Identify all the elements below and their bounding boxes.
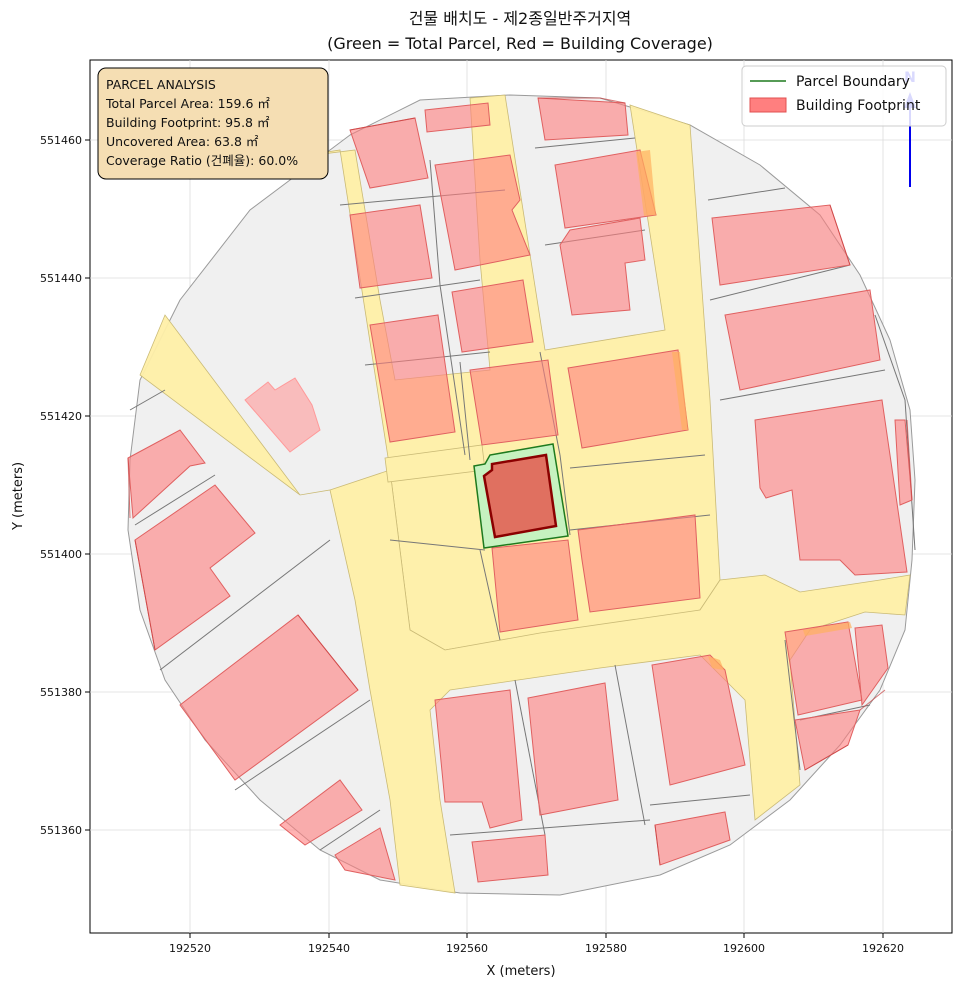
building [424,102,491,133]
info-total-area: Total Parcel Area: 159.6 ㎡ [105,96,270,111]
legend-building-label: Building Footprint [796,98,921,114]
building [651,654,746,786]
y-axis-label: Y (meters) [11,462,26,531]
building [577,514,701,613]
building [491,539,579,633]
y-tick-label: 551440 [40,272,82,285]
building [784,621,863,716]
y-tick-label: 551400 [40,548,82,561]
building [527,682,619,816]
x-tick-label: 192580 [585,942,627,955]
x-tick-label: 192540 [308,942,350,955]
buildings [127,97,913,883]
building [244,377,321,453]
building [451,279,534,353]
legend [741,65,947,127]
y-tick-label: 551460 [40,134,82,147]
building-edges [127,97,913,866]
legend-building-swatch [749,97,787,113]
y-tick-label: 551360 [40,824,82,837]
building [567,349,689,449]
x-tick-label: 192560 [446,942,488,955]
building [854,624,889,707]
info-footprint: Building Footprint: 95.8 ㎡ [106,115,270,130]
building [369,314,456,443]
y-ticks [85,139,90,831]
x-tick-label: 192520 [169,942,211,955]
building [434,154,531,271]
building [434,689,523,829]
parcel-analysis-box [97,67,329,180]
y-tick-label: 551380 [40,686,82,699]
y-tick-label: 551420 [40,410,82,423]
building [279,779,363,846]
info-heading: PARCEL ANALYSIS [106,77,216,92]
target-building-footprint [482,453,558,539]
building [471,834,549,883]
info-uncovered: Uncovered Area: 63.8 ㎡ [106,134,259,149]
building [469,359,559,446]
info-coverage: Coverage Ratio (건폐율): 60.0% [106,153,298,168]
x-tick-label: 192600 [723,942,765,955]
chart-title-line1: 건물 배치도 - 제2종일반주거지역 [409,9,632,28]
building [754,399,908,576]
building [724,289,881,391]
building [559,217,646,316]
x-ticks [189,933,884,938]
building [127,429,206,520]
chart-title-line2: (Green = Total Parcel, Red = Building Co… [327,34,713,53]
x-axis-label: X (meters) [486,964,555,979]
legend-parcel-label: Parcel Boundary [796,74,910,90]
overlap-marks [636,150,852,670]
building [334,827,396,881]
x-tick-label: 192620 [862,942,904,955]
building [537,97,629,141]
building [349,204,433,289]
